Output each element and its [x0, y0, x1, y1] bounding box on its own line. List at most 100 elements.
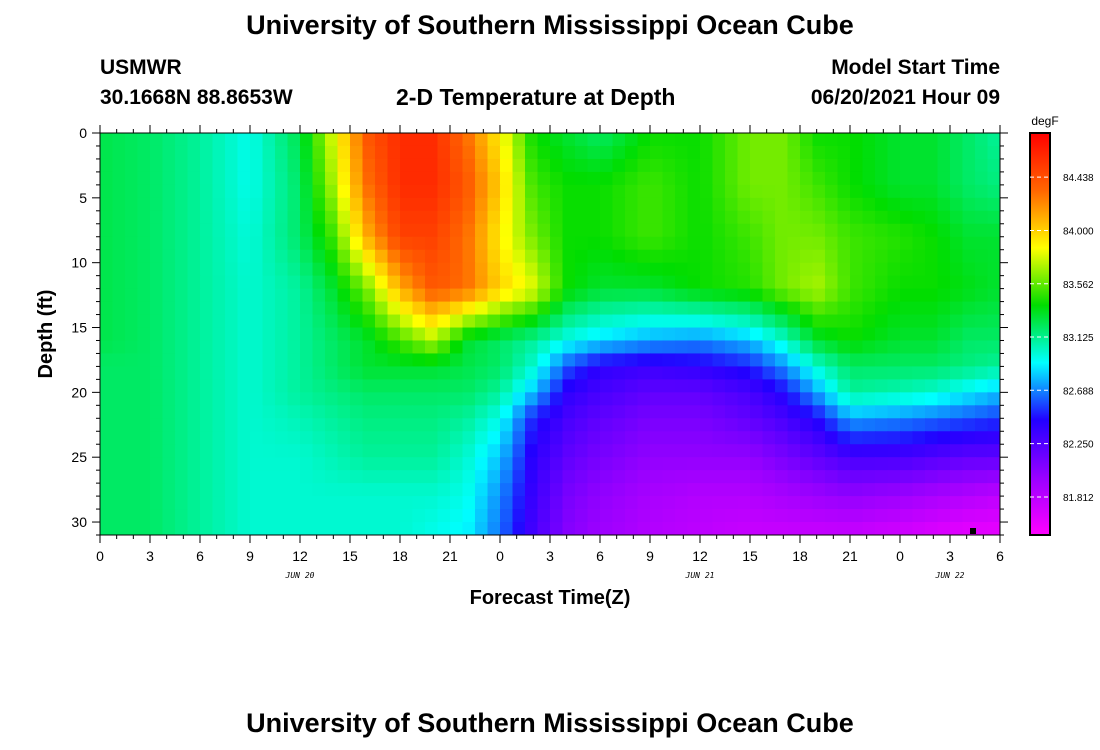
heatmap-cell: [775, 431, 789, 445]
heatmap-cell: [387, 340, 401, 355]
heatmap-cell: [700, 314, 714, 329]
heatmap-cell: [987, 133, 1000, 147]
heatmap-cell: [475, 197, 489, 212]
heatmap-cell: [837, 327, 851, 342]
heatmap-cell: [912, 223, 926, 238]
heatmap-cell: [575, 496, 589, 510]
heatmap-cell: [162, 275, 176, 290]
heatmap-cell: [512, 509, 526, 523]
heatmap-cell: [200, 392, 214, 406]
heatmap-cell: [150, 262, 164, 277]
heatmap-cell: [125, 509, 139, 523]
heatmap-cell: [512, 262, 526, 277]
heatmap-cell: [500, 522, 514, 535]
heatmap-cell: [325, 405, 339, 419]
heatmap-cell: [562, 470, 576, 484]
heatmap-cell: [812, 145, 826, 160]
heatmap-cell: [275, 379, 289, 393]
heatmap-cell: [375, 262, 389, 277]
heatmap-cell: [250, 158, 264, 173]
heatmap-cell: [687, 444, 701, 458]
heatmap-cell: [350, 431, 364, 445]
heatmap-cell: [212, 133, 226, 147]
heatmap-cell: [687, 275, 701, 290]
heatmap-cell: [925, 522, 939, 535]
heatmap-cell: [887, 431, 901, 445]
heatmap-cell: [575, 483, 589, 497]
heatmap-cell: [275, 158, 289, 173]
heatmap-cell: [725, 249, 739, 264]
heatmap-cell: [412, 275, 426, 290]
heatmap-cell: [475, 236, 489, 251]
heatmap-cell: [762, 249, 776, 264]
heatmap-cell: [625, 470, 639, 484]
heatmap-cell: [212, 145, 226, 160]
heatmap-cell: [487, 509, 501, 523]
heatmap-cell: [600, 405, 614, 419]
heatmap-cell: [875, 431, 889, 445]
heatmap-cell: [462, 171, 476, 186]
heatmap-cell: [925, 457, 939, 471]
heatmap-cell: [800, 392, 814, 406]
heatmap-cell: [187, 314, 201, 329]
heatmap-cell: [537, 288, 551, 303]
heatmap-cell: [325, 483, 339, 497]
heatmap-cell: [412, 223, 426, 238]
heatmap-cell: [525, 444, 539, 458]
heatmap-cell: [125, 366, 139, 380]
heatmap-cell: [300, 133, 314, 147]
heatmap-cell: [625, 483, 639, 497]
heatmap-cell: [887, 366, 901, 380]
heatmap-cell: [975, 353, 989, 368]
heatmap-cell: [325, 327, 339, 342]
x-tick-label: 0: [96, 548, 104, 564]
heatmap-cell: [525, 262, 539, 277]
heatmap-cell: [862, 171, 876, 186]
heatmap-cell: [950, 275, 964, 290]
heatmap-cell: [625, 223, 639, 238]
heatmap-cell: [600, 496, 614, 510]
heatmap-cell: [975, 431, 989, 445]
heatmap-cell: [687, 509, 701, 523]
heatmap-cell: [787, 483, 801, 497]
heatmap-cell: [850, 405, 864, 419]
heatmap-cell: [262, 496, 276, 510]
heatmap-cell: [800, 366, 814, 380]
heatmap-cell: [162, 210, 176, 225]
heatmap-cell: [900, 197, 914, 212]
heatmap-cell: [237, 249, 251, 264]
heatmap-cell: [387, 509, 401, 523]
heatmap-cell: [212, 444, 226, 458]
heatmap-cell: [737, 288, 751, 303]
heatmap-cell: [137, 431, 151, 445]
heatmap-cell: [150, 210, 164, 225]
heatmap-cell: [962, 210, 976, 225]
heatmap-cell: [925, 444, 939, 458]
heatmap-cell: [775, 275, 789, 290]
heatmap-cell: [625, 392, 639, 406]
heatmap-cell: [437, 210, 451, 225]
heatmap-cell: [162, 353, 176, 368]
heatmap-cell: [225, 262, 239, 277]
heatmap-cell: [637, 418, 651, 432]
heatmap-cell: [762, 431, 776, 445]
heatmap-cell: [937, 171, 951, 186]
heatmap-cell: [675, 197, 689, 212]
heatmap-cell: [687, 431, 701, 445]
heatmap-cell: [425, 418, 439, 432]
heatmap-cell: [537, 184, 551, 199]
heatmap-cell: [125, 301, 139, 316]
heatmap-cell: [337, 366, 351, 380]
heatmap-cell: [187, 158, 201, 173]
heatmap-cell: [450, 340, 464, 355]
heatmap-cell: [462, 223, 476, 238]
heatmap-cell: [687, 223, 701, 238]
heatmap-cell: [362, 223, 376, 238]
heatmap-cell: [750, 210, 764, 225]
heatmap-cell: [562, 301, 576, 316]
heatmap-cell: [100, 470, 114, 484]
heatmap-cell: [787, 418, 801, 432]
heatmap-cell: [425, 457, 439, 471]
heatmap-cell: [987, 483, 1000, 497]
heatmap-cell: [162, 405, 176, 419]
